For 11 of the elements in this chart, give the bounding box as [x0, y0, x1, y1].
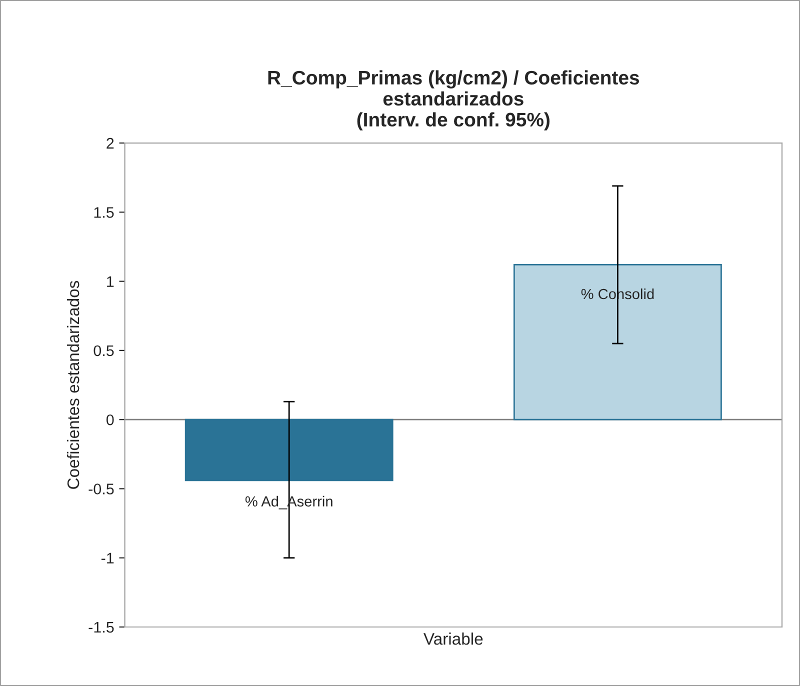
- y-tick-label: 0: [106, 414, 114, 426]
- y-tick-label: 0.5: [94, 345, 114, 356]
- y-tick-label: -0.5: [88, 484, 114, 494]
- y-tick-label: 1: [107, 276, 114, 287]
- y-tick-label: -1.5: [88, 622, 114, 633]
- y-tick-label: 2: [106, 138, 114, 149]
- x-axis-title: Variable: [424, 632, 483, 645]
- y-tick-label: -1: [101, 552, 114, 564]
- y-tick-label: 1.5: [94, 207, 114, 218]
- y-axis-title: Coeficientes estandarizados: [66, 280, 80, 489]
- chart-title: R_Comp_Primas (kg/cm2) / Coeficientes estandarizados (Interv. de conf. 95%): [268, 70, 640, 130]
